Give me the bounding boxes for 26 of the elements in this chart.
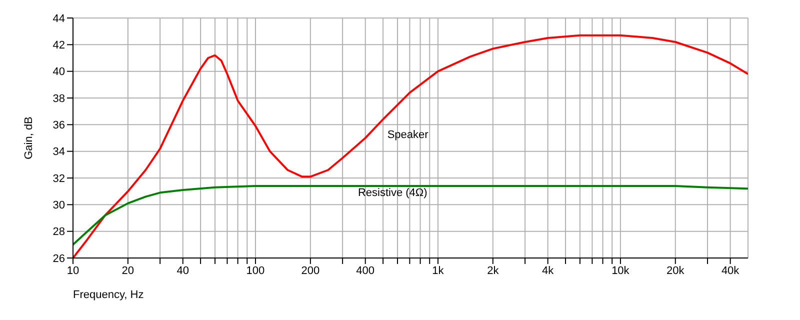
x-tick-label: 10 — [66, 264, 80, 277]
series-label: Resistive (4Ω) — [358, 187, 428, 199]
x-axis-title: Frequency, Hz — [73, 289, 144, 301]
x-tick-label: 200 — [301, 264, 320, 277]
y-tick-label: 38 — [52, 92, 65, 105]
x-tick-label: 40 — [176, 264, 189, 277]
y-axis-title: Gain, dB — [22, 116, 35, 160]
x-tick-label: 1k — [432, 264, 444, 277]
x-tick-label: 20 — [122, 264, 134, 277]
x-tick-label: 40k — [721, 264, 740, 277]
x-tick-label: 400 — [356, 264, 375, 277]
y-tick-label: 44 — [52, 12, 65, 25]
y-tick-label: 30 — [52, 200, 65, 212]
x-tick-label: 100 — [246, 264, 265, 277]
y-tick-label: 32 — [52, 172, 65, 185]
y-tick-label: 40 — [52, 66, 65, 78]
y-tick-label: 36 — [52, 120, 65, 132]
x-tick-label: 2k — [487, 264, 500, 277]
x-tick-label: 20k — [666, 264, 685, 277]
y-tick-label: 26 — [52, 252, 65, 265]
y-tick-label: 42 — [52, 40, 65, 52]
x-tick-label: 10k — [612, 264, 630, 277]
series-label: Speaker — [387, 129, 429, 141]
y-tick-label: 34 — [52, 146, 65, 158]
x-tick-label: 4k — [542, 264, 554, 277]
y-tick-label: 28 — [52, 226, 65, 238]
